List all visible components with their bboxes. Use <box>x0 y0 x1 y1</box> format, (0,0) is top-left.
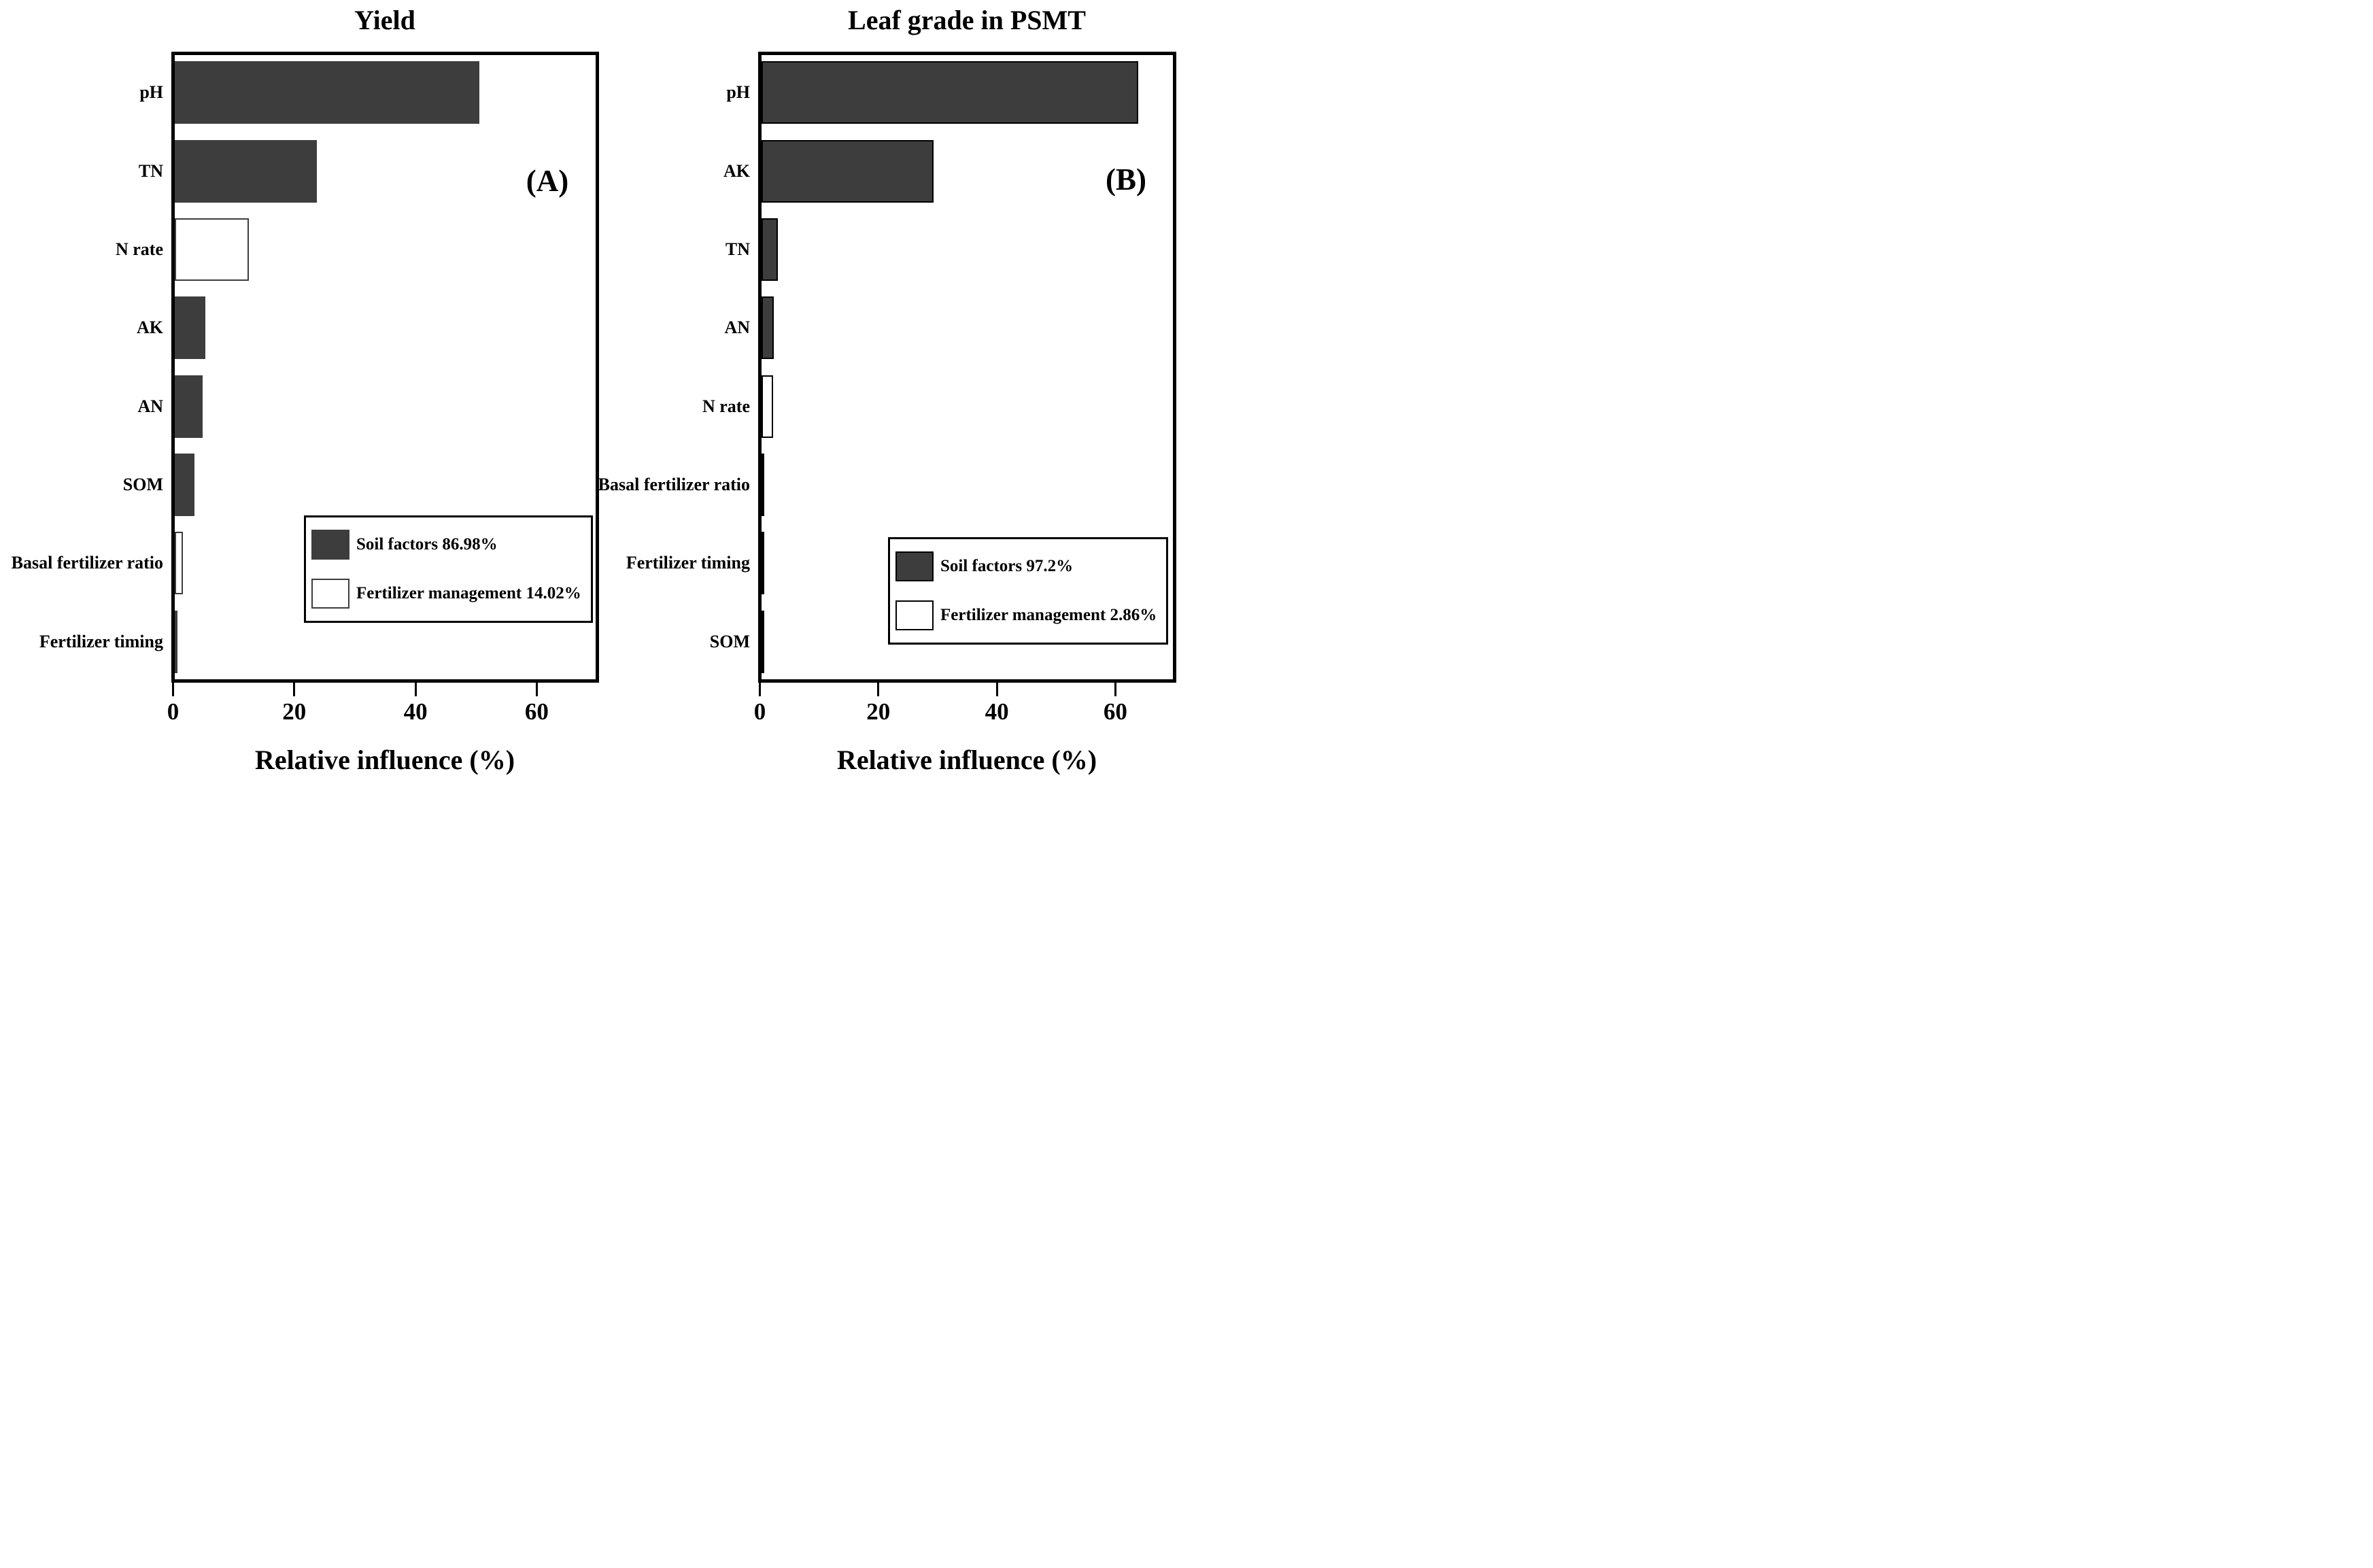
soil-factors-swatch <box>311 530 349 560</box>
panel-b-legend: Soil factors 97.2% Fertilizer management… <box>888 537 1169 645</box>
bar-som <box>762 610 764 673</box>
category-label-ak: AK <box>723 160 750 181</box>
panel-a-x-axis-label: Relative influence (%) <box>254 745 515 775</box>
panel-b-x-axis-label: Relative influence (%) <box>836 745 1097 775</box>
category-label-n-rate: N rate <box>115 239 163 259</box>
fertilizer-management-swatch <box>311 579 349 609</box>
legend-item-fertilizer-management: Fertilizer management 14.02% <box>311 576 581 611</box>
bar-basal-fertilizer-ratio <box>762 454 765 517</box>
legend-item-label: Soil factors 86.98% <box>356 535 498 553</box>
category-label-ph: pH <box>726 82 750 103</box>
legend-item-fertilizer-management: Fertilizer management 2.86% <box>895 598 1157 633</box>
x-axis-tick-label: 0 <box>167 698 180 725</box>
legend-item-label: Fertilizer management 14.02% <box>356 584 581 602</box>
legend-item-soil-factors: Soil factors 86.98% <box>311 527 581 562</box>
x-axis-tick-label: 60 <box>524 698 549 725</box>
panel-a-legend: Soil factors 86.98% Fertilizer managemen… <box>304 515 593 623</box>
category-label-som: SOM <box>709 631 750 651</box>
x-axis-tick <box>877 683 880 696</box>
bar-ak <box>175 296 205 360</box>
x-axis-tick <box>172 683 174 696</box>
category-label-an: AN <box>137 396 163 416</box>
panel-a-corner-label: (A) <box>526 164 569 198</box>
category-label-som: SOM <box>122 475 163 495</box>
x-axis-tick <box>535 683 538 696</box>
x-axis-tick-label: 60 <box>1103 698 1127 725</box>
bar-ph <box>175 61 480 124</box>
soil-factors-swatch <box>895 551 934 581</box>
x-axis-tick <box>414 683 417 696</box>
x-axis-tick <box>759 683 761 696</box>
legend-item-label: Soil factors 97.2% <box>940 557 1074 575</box>
category-label-an: AN <box>724 318 750 338</box>
category-label-fertilizer-timing: Fertilizer timing <box>626 553 750 573</box>
bar-ph <box>762 61 1139 124</box>
x-axis-tick-label: 40 <box>985 698 1009 725</box>
x-axis-tick-label: 20 <box>282 698 307 725</box>
x-axis-tick <box>293 683 296 696</box>
x-axis-tick-label: 40 <box>403 698 428 725</box>
bar-an <box>175 375 203 438</box>
bar-tn <box>175 139 317 203</box>
bar-basal-fertilizer-ratio <box>175 532 183 595</box>
bar-fertilizer-timing <box>762 532 764 595</box>
bar-n-rate <box>762 375 774 438</box>
figure-relative-influence: Yield (A) Relative influence (%) Soil fa… <box>0 0 1186 784</box>
bar-som <box>175 454 195 517</box>
x-axis-tick <box>1114 683 1116 696</box>
bar-an <box>762 296 774 360</box>
category-label-n-rate: N rate <box>702 396 750 416</box>
category-label-basal-fertilizer-ratio: Basal fertilizer ratio <box>11 553 163 573</box>
bar-fertilizer-timing <box>175 610 177 673</box>
panel-b-title: Leaf grade in PSMT <box>848 5 1086 35</box>
category-label-ak: AK <box>137 318 163 338</box>
category-label-tn: TN <box>138 160 163 181</box>
x-axis-tick-label: 20 <box>866 698 891 725</box>
fertilizer-management-swatch <box>895 600 934 630</box>
bar-n-rate <box>175 218 249 281</box>
x-axis-tick <box>995 683 998 696</box>
category-label-basal-fertilizer-ratio: Basal fertilizer ratio <box>598 475 750 495</box>
x-axis-tick-label: 0 <box>753 698 766 725</box>
panel-a-title: Yield <box>354 5 415 35</box>
bar-tn <box>762 218 778 281</box>
legend-item-soil-factors: Soil factors 97.2% <box>895 549 1157 584</box>
category-label-fertilizer-timing: Fertilizer timing <box>39 631 163 651</box>
bar-ak <box>762 139 934 203</box>
category-label-ph: pH <box>139 82 163 103</box>
category-label-tn: TN <box>725 239 750 259</box>
panel-b-corner-label: (B) <box>1106 163 1146 197</box>
legend-item-label: Fertilizer management 2.86% <box>940 606 1157 624</box>
